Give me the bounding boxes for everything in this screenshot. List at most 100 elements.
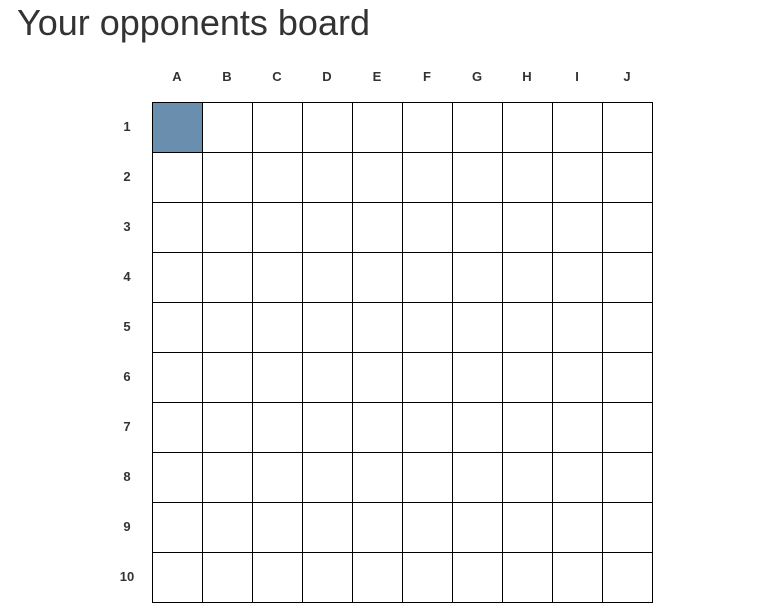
board-cell-g2[interactable] (452, 152, 503, 203)
board-cell-d8[interactable] (302, 452, 353, 503)
board-cell-i1[interactable] (552, 102, 603, 153)
board-cell-b10[interactable] (202, 552, 253, 603)
board-cell-j7[interactable] (602, 402, 653, 453)
board-cell-i5[interactable] (552, 302, 603, 353)
board-cell-h4[interactable] (502, 252, 553, 303)
board-cell-j6[interactable] (602, 352, 653, 403)
board-cell-j5[interactable] (602, 302, 653, 353)
board-cell-i8[interactable] (552, 452, 603, 503)
board-cell-a3[interactable] (152, 202, 203, 253)
board-cell-b4[interactable] (202, 252, 253, 303)
board-cell-i2[interactable] (552, 152, 603, 203)
board-cell-g4[interactable] (452, 252, 503, 303)
board-cell-c3[interactable] (252, 202, 303, 253)
board-cell-b5[interactable] (202, 302, 253, 353)
board-cell-g8[interactable] (452, 452, 503, 503)
board-cell-d3[interactable] (302, 202, 353, 253)
board-cell-d7[interactable] (302, 402, 353, 453)
board-cell-j1[interactable] (602, 102, 653, 153)
board-cell-c5[interactable] (252, 302, 303, 353)
board-cell-f6[interactable] (402, 352, 453, 403)
board-cell-h1[interactable] (502, 102, 553, 153)
board-cell-f7[interactable] (402, 402, 453, 453)
board-cell-e7[interactable] (352, 402, 403, 453)
board-cell-d6[interactable] (302, 352, 353, 403)
board-cell-a9[interactable] (152, 502, 203, 553)
board-cell-c1[interactable] (252, 102, 303, 153)
board-cell-h6[interactable] (502, 352, 553, 403)
board-cell-a2[interactable] (152, 152, 203, 203)
board-cell-a7[interactable] (152, 402, 203, 453)
board-cell-i7[interactable] (552, 402, 603, 453)
board-cell-d9[interactable] (302, 502, 353, 553)
board-cell-f1[interactable] (402, 102, 453, 153)
board-cell-h7[interactable] (502, 402, 553, 453)
board-cell-d4[interactable] (302, 252, 353, 303)
board-cell-i10[interactable] (552, 552, 603, 603)
board-cell-a1[interactable] (152, 102, 203, 153)
board-cell-g5[interactable] (452, 302, 503, 353)
board-cell-e5[interactable] (352, 302, 403, 353)
board-cell-b6[interactable] (202, 352, 253, 403)
board-cell-e9[interactable] (352, 502, 403, 553)
board-cell-f2[interactable] (402, 152, 453, 203)
board-cell-e1[interactable] (352, 102, 403, 153)
board-cell-c6[interactable] (252, 352, 303, 403)
board-cell-c2[interactable] (252, 152, 303, 203)
board-cell-j10[interactable] (602, 552, 653, 603)
board-cell-h10[interactable] (502, 552, 553, 603)
board-cell-h9[interactable] (502, 502, 553, 553)
board-cell-i6[interactable] (552, 352, 603, 403)
board-cell-g3[interactable] (452, 202, 503, 253)
board-cell-c8[interactable] (252, 452, 303, 503)
board-cell-e6[interactable] (352, 352, 403, 403)
board-cell-d10[interactable] (302, 552, 353, 603)
board-cell-g10[interactable] (452, 552, 503, 603)
board-cell-f4[interactable] (402, 252, 453, 303)
board-cell-a4[interactable] (152, 252, 203, 303)
board-cell-j2[interactable] (602, 152, 653, 203)
board-cell-g7[interactable] (452, 402, 503, 453)
board-cell-a8[interactable] (152, 452, 203, 503)
board-cell-c7[interactable] (252, 402, 303, 453)
board-cell-f3[interactable] (402, 202, 453, 253)
board-cell-h5[interactable] (502, 302, 553, 353)
board-cell-g1[interactable] (452, 102, 503, 153)
board-cell-a5[interactable] (152, 302, 203, 353)
board-cell-i4[interactable] (552, 252, 603, 303)
board-cell-i9[interactable] (552, 502, 603, 553)
board-cell-j8[interactable] (602, 452, 653, 503)
board-cell-h8[interactable] (502, 452, 553, 503)
board-cell-b8[interactable] (202, 452, 253, 503)
board-cell-c9[interactable] (252, 502, 303, 553)
board-cell-a6[interactable] (152, 352, 203, 403)
board-cell-f9[interactable] (402, 502, 453, 553)
board-cell-e10[interactable] (352, 552, 403, 603)
board-cell-b7[interactable] (202, 402, 253, 453)
board-cell-j9[interactable] (602, 502, 653, 553)
board-cell-h3[interactable] (502, 202, 553, 253)
board-cell-d1[interactable] (302, 102, 353, 153)
board-cell-e4[interactable] (352, 252, 403, 303)
board-cell-e3[interactable] (352, 202, 403, 253)
board-cell-e8[interactable] (352, 452, 403, 503)
board-cell-d5[interactable] (302, 302, 353, 353)
board-cell-g6[interactable] (452, 352, 503, 403)
board-cell-f10[interactable] (402, 552, 453, 603)
board-cell-c10[interactable] (252, 552, 303, 603)
board-cell-h2[interactable] (502, 152, 553, 203)
board-cell-b9[interactable] (202, 502, 253, 553)
board-cell-e2[interactable] (352, 152, 403, 203)
board-cell-g9[interactable] (452, 502, 503, 553)
board-cell-i3[interactable] (552, 202, 603, 253)
board-cell-a10[interactable] (152, 552, 203, 603)
board-cell-b2[interactable] (202, 152, 253, 203)
board-cell-j3[interactable] (602, 202, 653, 253)
board-cell-d2[interactable] (302, 152, 353, 203)
board-cell-j4[interactable] (602, 252, 653, 303)
board-cell-b1[interactable] (202, 102, 253, 153)
board-cell-b3[interactable] (202, 202, 253, 253)
board-cell-f5[interactable] (402, 302, 453, 353)
board-cell-c4[interactable] (252, 252, 303, 303)
board-cell-f8[interactable] (402, 452, 453, 503)
